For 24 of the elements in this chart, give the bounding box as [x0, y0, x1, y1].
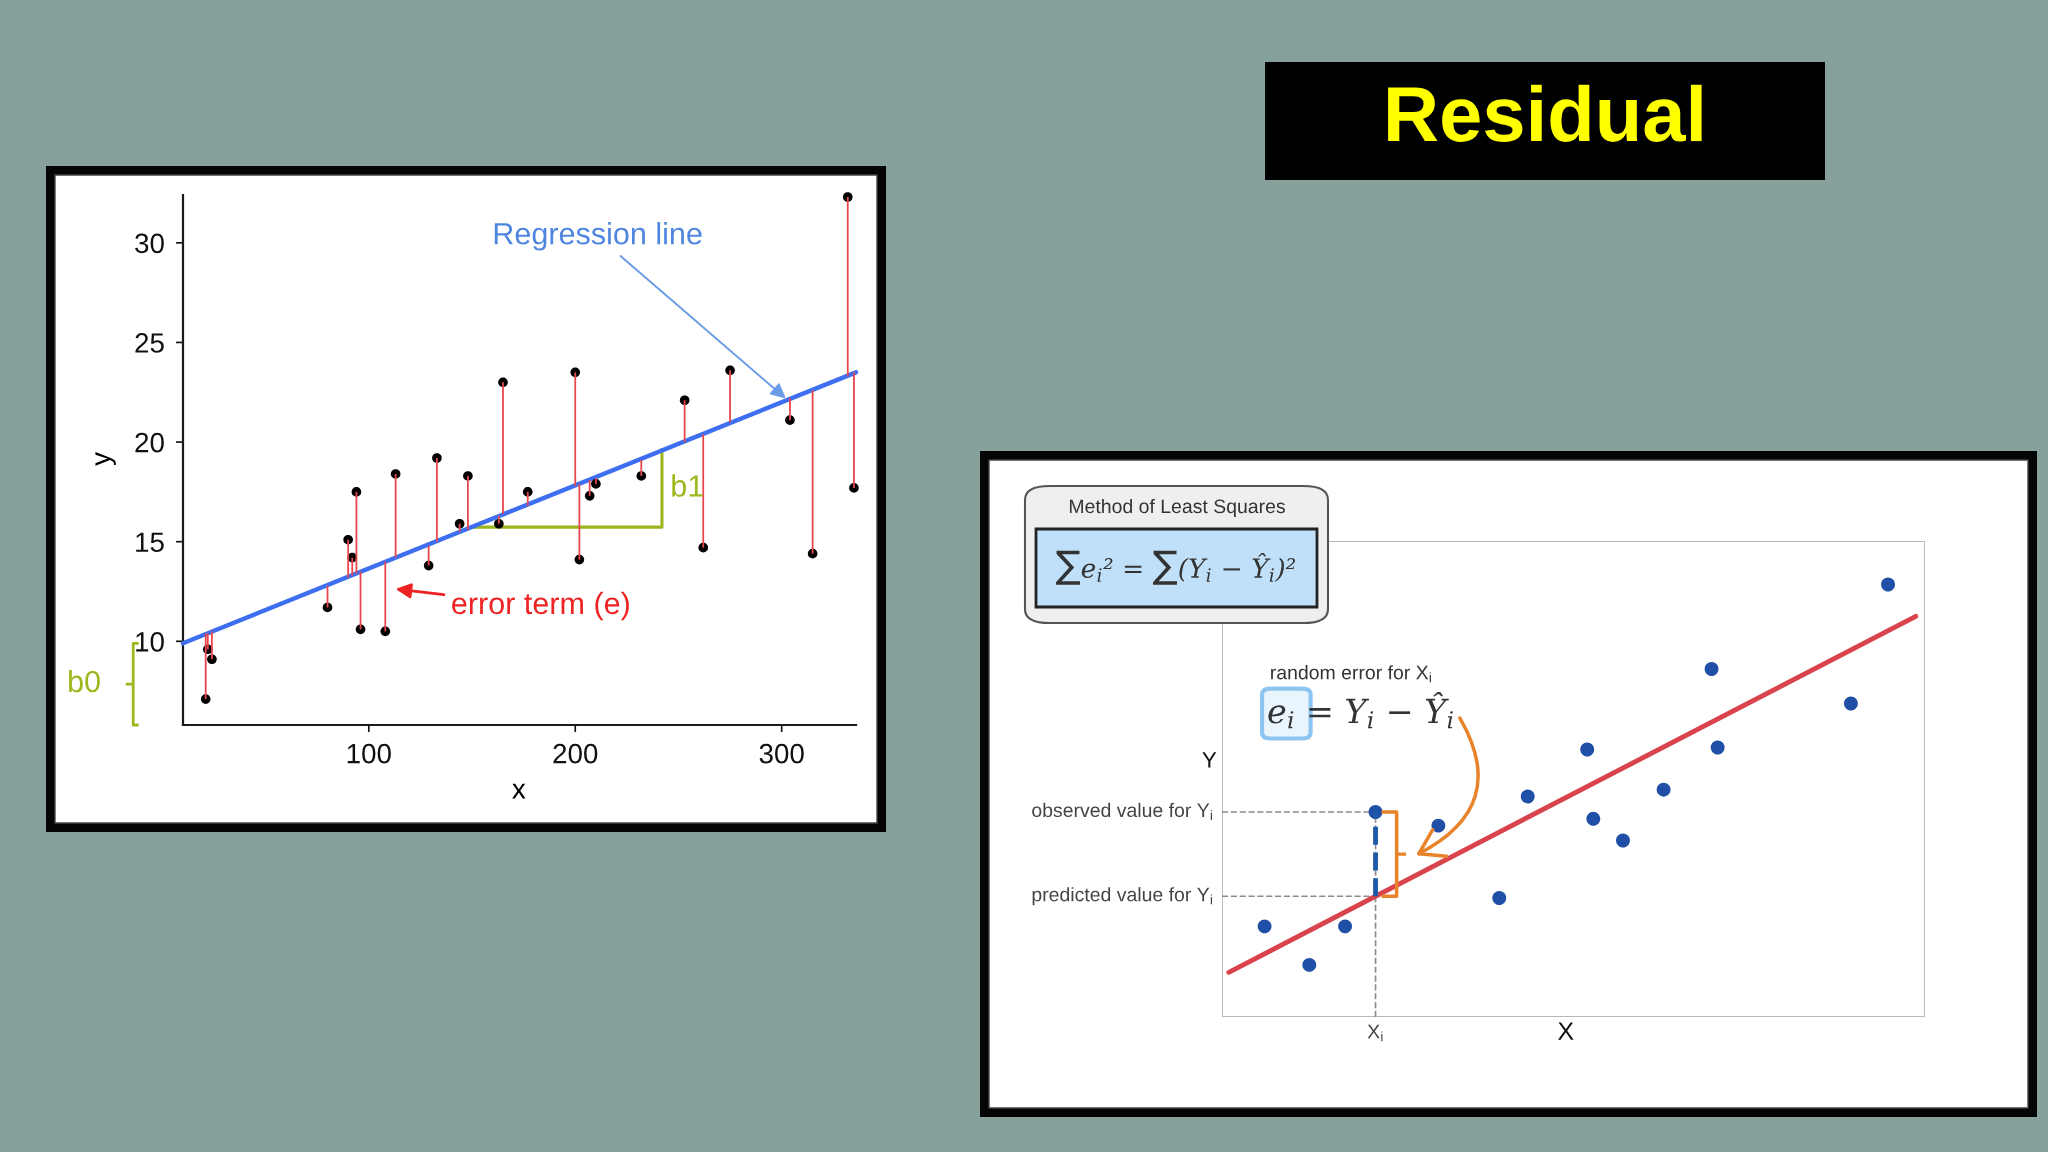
text: Residual — [1388, 84, 1702, 142]
annotation: b1 — [672, 474, 703, 497]
y-tick-label: 20 — [135, 432, 164, 453]
y-tick-label: 25 — [135, 333, 164, 353]
text: random error for X$_{i}$ — [1271, 665, 1431, 683]
y-axis-title: y — [95, 452, 116, 466]
text: Y — [1202, 752, 1217, 768]
x-tick-label: 300 — [759, 743, 804, 764]
annotation: Regression line — [494, 222, 702, 251]
text: b0 — [69, 669, 100, 693]
y-tick-label: 10 — [136, 631, 164, 652]
annotation: error term (e) — [452, 591, 629, 621]
x-axis-title: x — [512, 783, 526, 799]
text: Method of Least Squares — [1069, 498, 1285, 518]
point — [351, 487, 362, 497]
text: X$_{i}$ — [1367, 1024, 1383, 1042]
x-tick-label: 200 — [553, 743, 598, 764]
y-tick-label: 15 — [136, 532, 164, 553]
x-tick-label: 100 — [347, 743, 391, 764]
text: X — [1557, 1022, 1574, 1040]
text: ∑e$_{i}$² = ∑(Y$_{i}$ − Ŷ$_{i}$)² — [1055, 550, 1296, 585]
y-tick-label: 30 — [135, 233, 164, 254]
text: predicted value for Y$_{i}$ — [1032, 887, 1212, 906]
text: observed value for Y$_{i}$ — [1032, 802, 1212, 820]
